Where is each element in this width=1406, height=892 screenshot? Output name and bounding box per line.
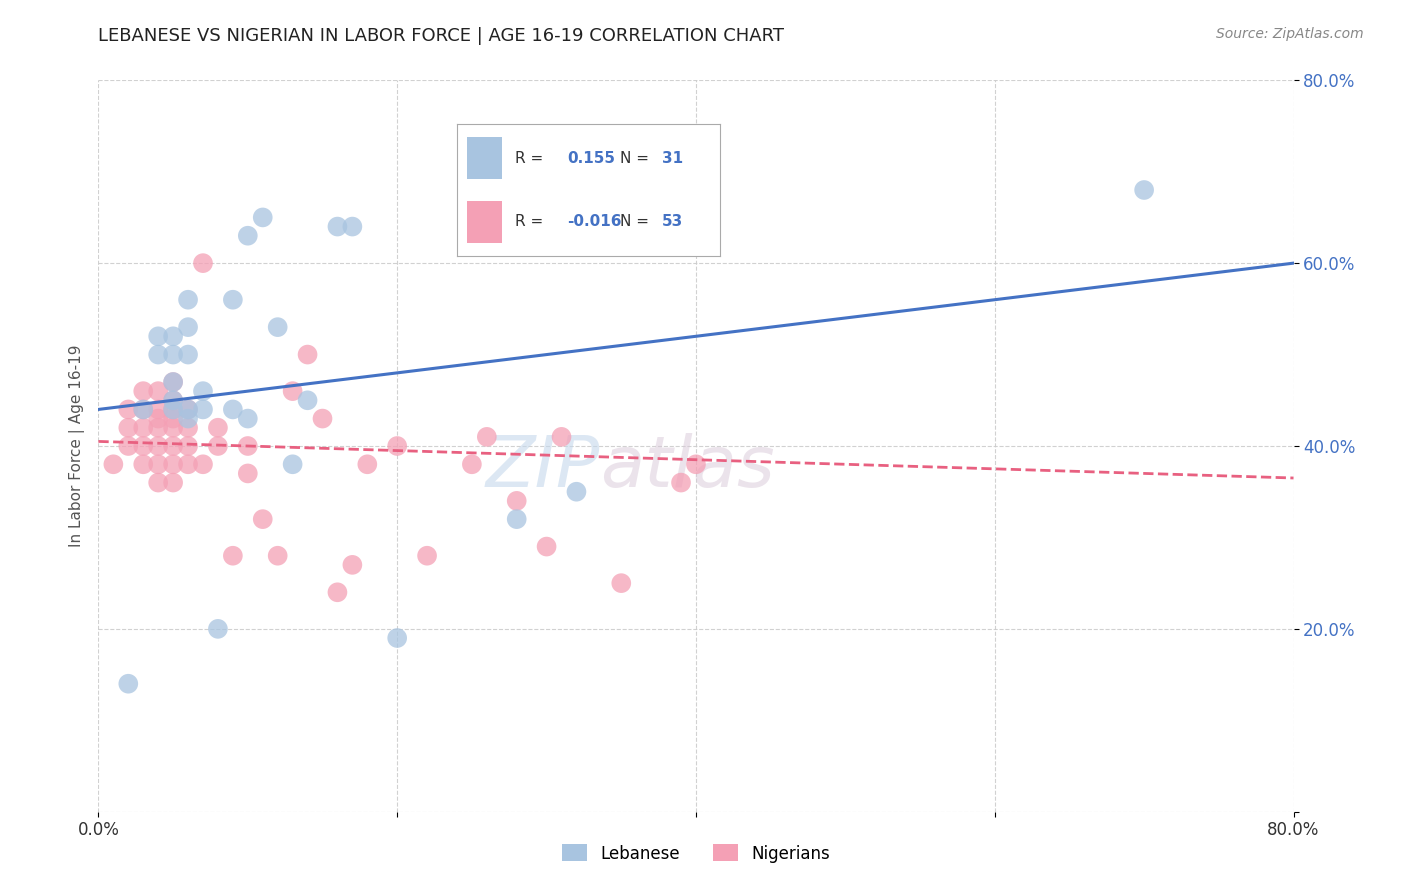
Point xyxy=(669,475,692,490)
Point xyxy=(177,421,200,435)
Point xyxy=(177,411,200,425)
Point xyxy=(222,293,245,307)
Point xyxy=(252,211,274,225)
Point xyxy=(162,439,184,453)
Point xyxy=(461,457,484,471)
Point xyxy=(236,439,259,453)
Point xyxy=(132,402,155,417)
Text: LEBANESE VS NIGERIAN IN LABOR FORCE | AGE 16-19 CORRELATION CHART: LEBANESE VS NIGERIAN IN LABOR FORCE | AG… xyxy=(98,27,785,45)
Point xyxy=(103,457,125,471)
Text: Source: ZipAtlas.com: Source: ZipAtlas.com xyxy=(1216,27,1364,41)
Legend: Lebanese, Nigerians: Lebanese, Nigerians xyxy=(555,838,837,869)
Y-axis label: In Labor Force | Age 16-19: In Labor Force | Age 16-19 xyxy=(69,344,84,548)
Point xyxy=(685,457,707,471)
Point xyxy=(342,219,364,234)
Point xyxy=(162,421,184,435)
Point xyxy=(148,439,170,453)
Point xyxy=(207,421,229,435)
Point xyxy=(222,549,245,563)
Point xyxy=(162,393,184,408)
Point xyxy=(148,384,170,398)
Point xyxy=(117,676,139,690)
Point xyxy=(148,411,170,425)
Text: atlas: atlas xyxy=(600,434,775,502)
Point xyxy=(267,549,290,563)
Text: ZIP: ZIP xyxy=(486,434,600,502)
Point xyxy=(132,439,155,453)
Point xyxy=(506,512,529,526)
Point xyxy=(536,540,558,554)
Point xyxy=(191,384,214,398)
Point xyxy=(191,256,214,270)
Point xyxy=(342,558,364,572)
Point xyxy=(132,421,155,435)
Point xyxy=(148,402,170,417)
Point xyxy=(1133,183,1156,197)
Point xyxy=(162,347,184,362)
Point xyxy=(297,393,319,408)
Point xyxy=(148,457,170,471)
Point xyxy=(162,411,184,425)
Point xyxy=(177,402,200,417)
Point xyxy=(297,347,319,362)
Point xyxy=(148,329,170,343)
Point xyxy=(162,375,184,389)
Point xyxy=(267,320,290,334)
Point xyxy=(162,457,184,471)
Point xyxy=(162,329,184,343)
Point xyxy=(550,430,572,444)
Point xyxy=(326,219,349,234)
Point xyxy=(610,576,633,591)
Point xyxy=(281,384,304,398)
Point xyxy=(385,439,409,453)
Point xyxy=(207,439,229,453)
Point xyxy=(177,293,200,307)
Point xyxy=(356,457,378,471)
Point xyxy=(162,375,184,389)
Point xyxy=(177,457,200,471)
Point xyxy=(177,320,200,334)
Point xyxy=(148,475,170,490)
Point xyxy=(385,631,409,645)
Point xyxy=(117,421,139,435)
Point xyxy=(117,402,139,417)
Point xyxy=(222,402,245,417)
Point xyxy=(207,622,229,636)
Point xyxy=(117,439,139,453)
Point xyxy=(416,549,439,563)
Point xyxy=(475,430,498,444)
Point xyxy=(177,402,200,417)
Point xyxy=(132,402,155,417)
Point xyxy=(177,347,200,362)
Point xyxy=(132,384,155,398)
Point xyxy=(162,475,184,490)
Point xyxy=(281,457,304,471)
Point xyxy=(132,457,155,471)
Point xyxy=(326,585,349,599)
Point xyxy=(148,421,170,435)
Point xyxy=(148,347,170,362)
Point xyxy=(506,494,529,508)
Point xyxy=(252,512,274,526)
Point xyxy=(191,457,214,471)
Point xyxy=(162,393,184,408)
Point xyxy=(236,228,259,243)
Point xyxy=(311,411,333,425)
Point xyxy=(236,467,259,481)
Point xyxy=(191,402,214,417)
Point xyxy=(162,402,184,417)
Point xyxy=(162,402,184,417)
Point xyxy=(177,439,200,453)
Point xyxy=(565,484,588,499)
Point xyxy=(236,411,259,425)
